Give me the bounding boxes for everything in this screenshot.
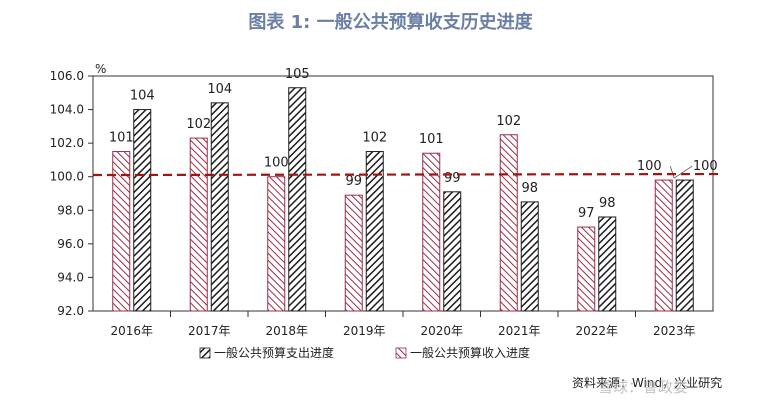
reference-line-100 — [92, 172, 723, 177]
bar-revenue — [189, 137, 208, 312]
data-label-expenditure: 102 — [362, 131, 387, 146]
y-tick-label: 94.0 — [57, 270, 84, 284]
data-label-revenue: 101 — [109, 131, 134, 146]
y-tick-label: 98.0 — [57, 203, 84, 217]
data-label-expenditure: 98 — [521, 181, 538, 196]
y-tick-label: 100.0 — [50, 170, 84, 184]
y-tick-label: 96.0 — [57, 237, 84, 251]
watermark: 雪球：鲁政委 — [598, 378, 688, 396]
bar-revenue — [112, 151, 131, 312]
y-unit-label: % — [95, 62, 106, 76]
bar-revenue — [267, 176, 286, 312]
x-tick-label: 2016年 — [110, 324, 153, 338]
legend-swatch-revenue — [395, 347, 407, 359]
data-label-revenue: 102 — [186, 117, 211, 132]
data-label-expenditure: 100 — [693, 159, 718, 174]
bar-expenditure — [598, 216, 617, 312]
data-label-revenue: 99 — [345, 174, 362, 189]
leader-line-expenditure — [674, 165, 693, 179]
bar-revenue — [499, 134, 518, 312]
x-tick-label: 2017年 — [188, 324, 231, 338]
plot-area: 92.0 94.0 96.0 98.0 100.0 102.0 104.0 106.0 2016… — [50, 67, 723, 338]
data-label-expenditure: 104 — [207, 82, 232, 97]
x-tick-label: 2020年 — [420, 324, 463, 338]
x-tick-label: 2023年 — [653, 324, 696, 338]
data-label-revenue: 101 — [419, 132, 444, 147]
data-label-expenditure: 99 — [444, 171, 461, 186]
bar-revenue — [577, 226, 596, 312]
data-label-revenue: 100 — [264, 156, 289, 171]
x-tick-label: 2022年 — [575, 324, 618, 338]
y-tick-label: 102.0 — [50, 136, 84, 150]
bar-expenditure — [520, 201, 539, 312]
x-tick-label: 2021年 — [498, 324, 541, 338]
bar-revenue — [422, 152, 441, 312]
y-tick-label: 106.0 — [50, 69, 84, 83]
bar-expenditure — [443, 191, 462, 312]
bar-expenditure — [133, 109, 152, 312]
data-label-revenue: 100 — [637, 159, 662, 174]
x-tick-label: 2018年 — [265, 324, 308, 338]
bar-expenditure — [365, 151, 384, 312]
data-label-revenue: 97 — [578, 206, 595, 221]
bar-expenditure — [288, 87, 307, 312]
legend: 一般公共预算支出进度 一般公共预算收入进度 — [199, 345, 530, 360]
bar-expenditure — [210, 102, 229, 312]
x-tick-label: 2019年 — [343, 324, 386, 338]
data-label-expenditure: 104 — [130, 89, 155, 104]
data-label-expenditure: 98 — [599, 196, 616, 211]
leader-line-revenue — [669, 165, 675, 179]
data-label-revenue: 102 — [496, 114, 521, 129]
source-note: 资料来源：Wind，兴业研究 — [572, 375, 722, 390]
legend-label-expenditure: 一般公共预算支出进度 — [214, 345, 334, 360]
legend-swatch-expenditure — [199, 347, 211, 359]
y-tick-label: 92.0 — [57, 304, 84, 318]
plot-frame — [92, 75, 714, 312]
bar-expenditure — [675, 179, 694, 312]
bar-revenue — [344, 194, 363, 312]
bar-revenue — [654, 179, 673, 312]
y-tick-label: 104.0 — [50, 103, 84, 117]
data-label-expenditure: 105 — [285, 67, 310, 82]
legend-label-revenue: 一般公共预算收入进度 — [410, 345, 530, 360]
chart-title: 图表 1: 一般公共预算收支历史进度 — [248, 12, 533, 33]
